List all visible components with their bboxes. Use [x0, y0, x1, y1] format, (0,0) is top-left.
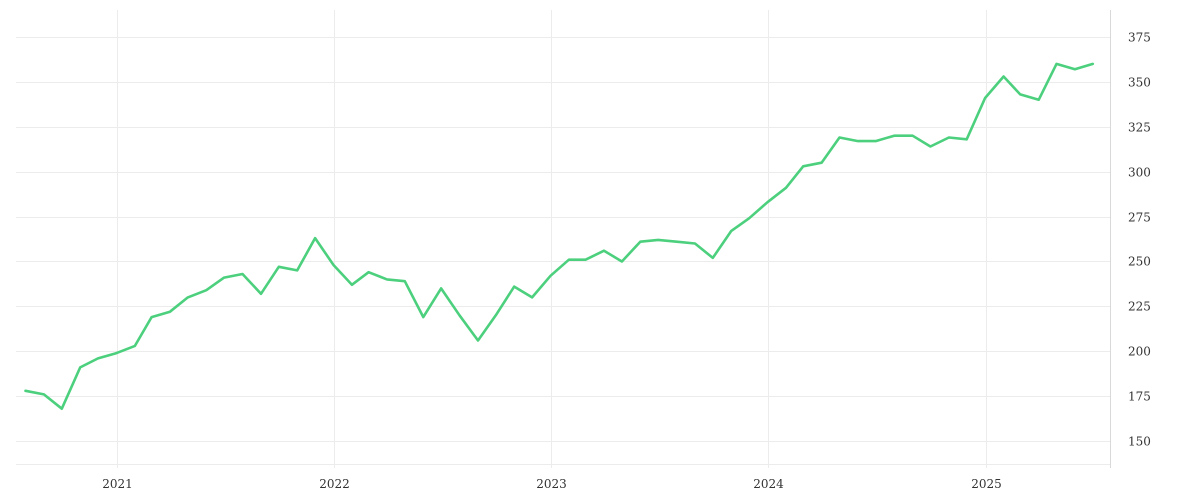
x-axis-ticks: 2021 2022 2023 2024 2025 — [102, 477, 1002, 491]
y-tick-label: 150 — [1128, 435, 1151, 449]
series-line — [24, 62, 1095, 410]
y-tick-label: 225 — [1128, 300, 1151, 314]
y-tick-label: 350 — [1128, 76, 1151, 90]
x-tick-label: 2022 — [319, 477, 350, 491]
y-tick-label: 275 — [1128, 211, 1151, 225]
x-tick-label: 2021 — [102, 477, 133, 491]
x-tick-label: 2025 — [971, 477, 1002, 491]
y-tick-label: 325 — [1128, 121, 1151, 135]
y-tick-label: 250 — [1128, 255, 1151, 269]
x-tick-label: 2024 — [753, 477, 784, 491]
y-axis-ticks: 150 175 200 225 250 275 300 325 350 375 — [1128, 31, 1151, 449]
y-tick-label: 375 — [1128, 31, 1151, 45]
y-tick-label: 175 — [1128, 390, 1151, 404]
y-tick-label: 300 — [1128, 166, 1151, 180]
x-tick-label: 2023 — [536, 477, 567, 491]
horizontal-gridlines — [16, 37, 1110, 465]
y-tick-label: 200 — [1128, 345, 1151, 359]
vertical-gridlines — [117, 10, 987, 468]
